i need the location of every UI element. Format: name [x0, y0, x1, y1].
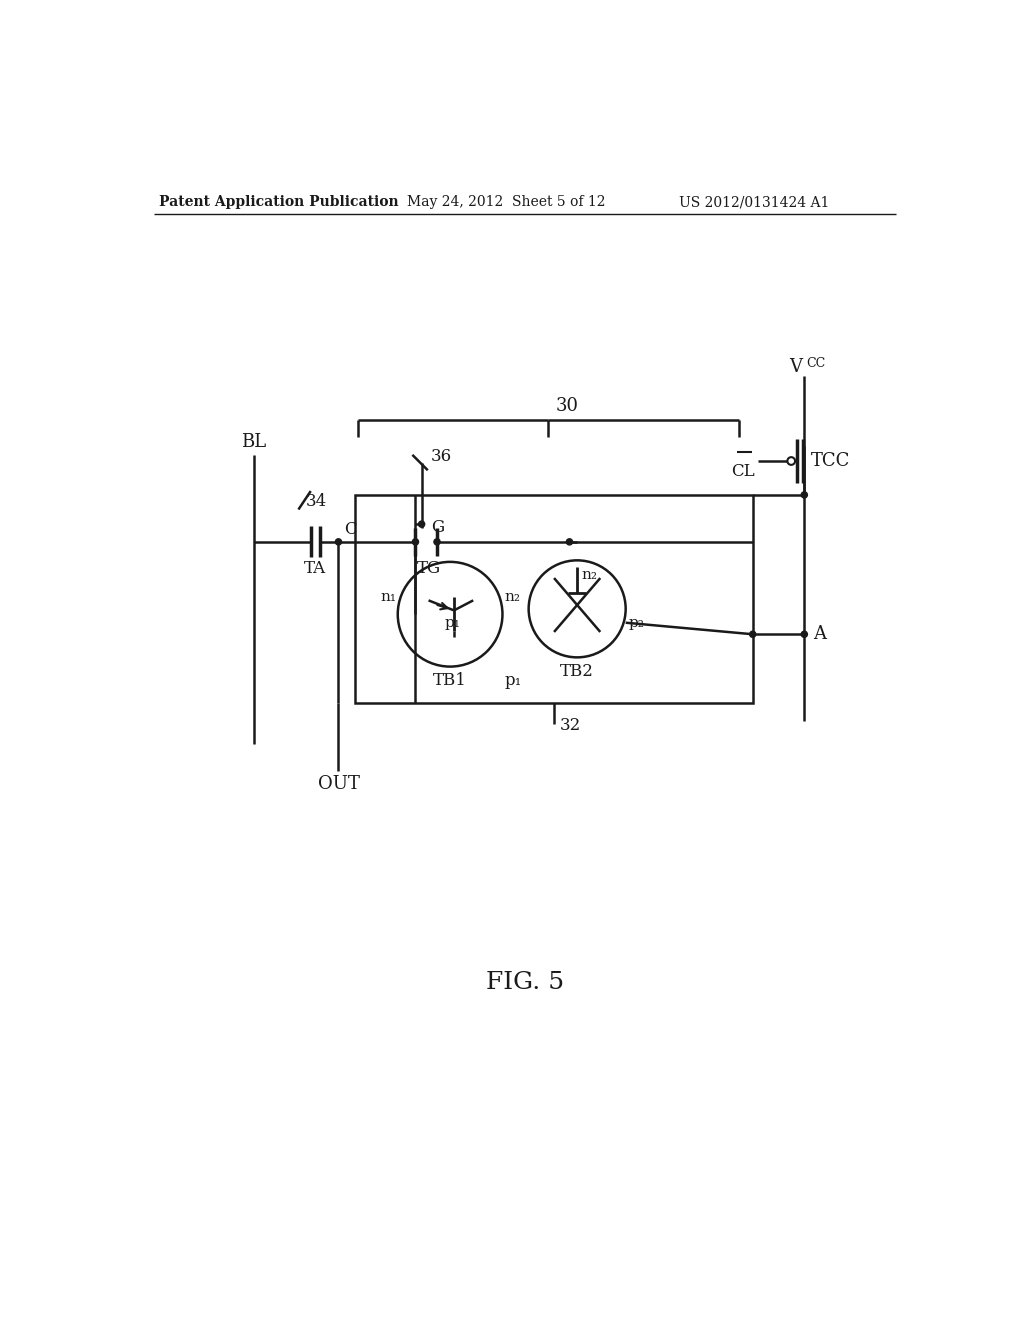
Circle shape — [566, 539, 572, 545]
Text: TCC: TCC — [810, 451, 850, 470]
Circle shape — [434, 539, 440, 545]
Text: CC: CC — [806, 356, 825, 370]
Text: p₁: p₁ — [444, 616, 461, 631]
Text: n₂: n₂ — [504, 590, 520, 605]
Circle shape — [801, 492, 807, 498]
Circle shape — [419, 521, 425, 527]
Text: C: C — [345, 521, 357, 539]
Text: US 2012/0131424 A1: US 2012/0131424 A1 — [679, 195, 829, 210]
Text: V: V — [790, 358, 802, 376]
Text: n₂: n₂ — [581, 568, 597, 582]
Text: BL: BL — [242, 433, 266, 450]
Text: CL: CL — [731, 463, 755, 480]
Circle shape — [336, 539, 342, 545]
Text: A: A — [813, 626, 826, 643]
Text: May 24, 2012  Sheet 5 of 12: May 24, 2012 Sheet 5 of 12 — [408, 195, 605, 210]
Text: TB2: TB2 — [560, 663, 594, 680]
Text: Patent Application Publication: Patent Application Publication — [160, 195, 399, 210]
Text: OUT: OUT — [317, 775, 359, 793]
Bar — [355, 495, 753, 702]
Text: 30: 30 — [556, 397, 579, 416]
Text: 34: 34 — [306, 492, 328, 510]
Text: n₁: n₁ — [380, 590, 396, 605]
Circle shape — [801, 631, 807, 638]
Text: TA: TA — [304, 560, 327, 577]
Text: TG: TG — [417, 560, 441, 577]
Text: G: G — [431, 519, 444, 536]
Text: p₂: p₂ — [629, 615, 645, 630]
Text: 32: 32 — [560, 717, 582, 734]
Circle shape — [750, 631, 756, 638]
Text: p₁: p₁ — [505, 672, 522, 689]
Circle shape — [413, 539, 419, 545]
Text: FIG. 5: FIG. 5 — [485, 970, 564, 994]
Text: 36: 36 — [431, 447, 452, 465]
Text: TB1: TB1 — [433, 672, 467, 689]
